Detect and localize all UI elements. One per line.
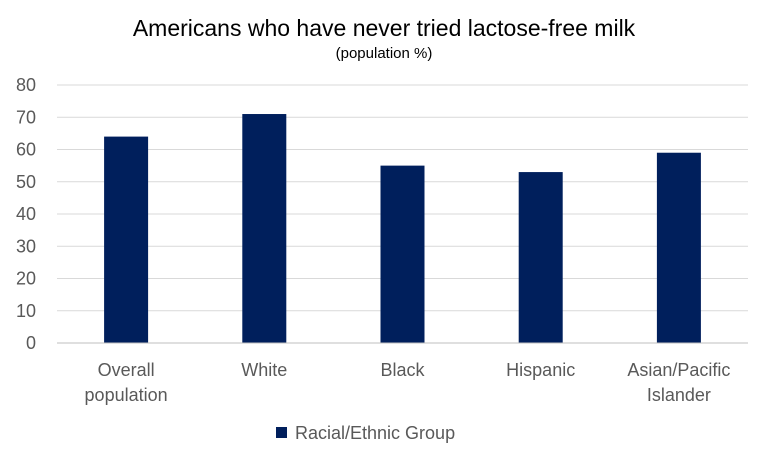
- bar: [380, 165, 425, 343]
- legend-label: Racial/Ethnic Group: [295, 423, 455, 443]
- x-tick-label: Islander: [647, 385, 711, 405]
- y-tick-label: 80: [16, 75, 36, 95]
- bars: [104, 114, 701, 344]
- x-tick-label: White: [241, 360, 287, 380]
- y-axis-ticks: 0 10 20 30 40 50 60 70 80: [16, 75, 36, 353]
- x-tick-label: Overall: [98, 360, 155, 380]
- y-tick-label: 40: [16, 204, 36, 224]
- x-axis-categories: Overall population White Black Hispanic Asian…: [85, 360, 731, 405]
- y-tick-label: 50: [16, 172, 36, 192]
- y-tick-label: 20: [16, 269, 36, 289]
- y-tick-label: 10: [16, 301, 36, 321]
- x-tick-label: Asian/Pacific: [627, 360, 730, 380]
- y-tick-label: 70: [16, 107, 36, 127]
- bar: [656, 152, 701, 343]
- y-tick-label: 60: [16, 140, 36, 160]
- bar: [104, 136, 149, 343]
- x-tick-label: population: [85, 385, 168, 405]
- bar: [242, 114, 287, 344]
- chart-title: Americans who have never tried lactose-f…: [133, 15, 636, 41]
- x-tick-label: Black: [380, 360, 425, 380]
- x-tick-label: Hispanic: [506, 360, 575, 380]
- y-tick-label: 0: [26, 333, 36, 353]
- bar: [518, 172, 563, 343]
- legend-swatch: [276, 427, 287, 438]
- legend: Racial/Ethnic Group: [276, 423, 455, 443]
- y-tick-label: 30: [16, 236, 36, 256]
- chart-subtitle: (population %): [336, 45, 433, 62]
